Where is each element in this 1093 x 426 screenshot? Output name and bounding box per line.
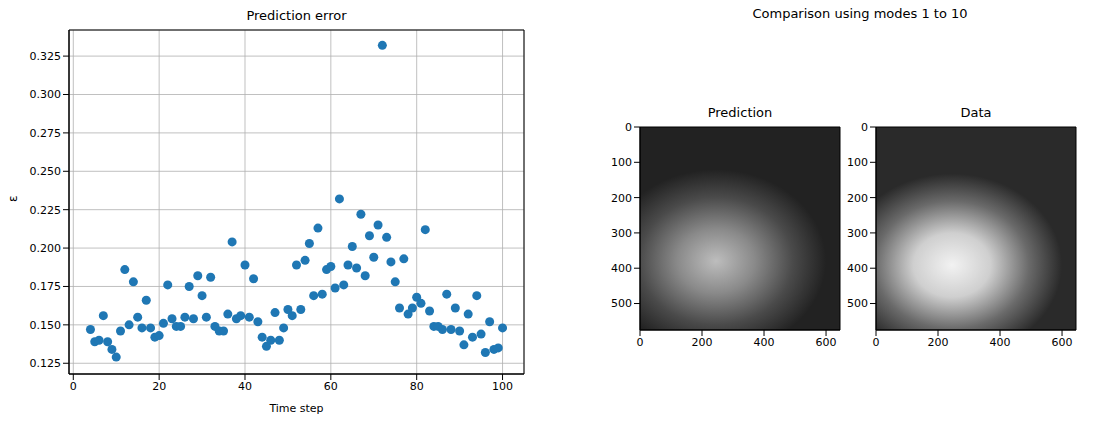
svg-text:400: 400 (990, 336, 1011, 349)
html-text:Data: Data (960, 105, 992, 120)
svg-text:100: 100 (847, 156, 868, 169)
svg-text:ε: ε (6, 196, 20, 203)
svg-text:0.275: 0.275 (30, 127, 62, 140)
svg-text:400: 400 (754, 336, 775, 349)
svg-text:0.175: 0.175 (30, 280, 62, 293)
html-text:Prediction: Prediction (707, 105, 773, 120)
svg-text:40: 40 (238, 380, 252, 393)
svg-text:500: 500 (611, 297, 632, 310)
svg-text:400: 400 (611, 262, 632, 275)
svg-text:0.325: 0.325 (30, 50, 62, 63)
html-text:Prediction error: Prediction error (246, 8, 347, 23)
svg-text:0: 0 (70, 380, 77, 393)
svg-text:300: 300 (611, 227, 632, 240)
svg-text:200: 200 (928, 336, 949, 349)
svg-text:Time step: Time step (268, 402, 323, 415)
svg-text:100: 100 (492, 380, 513, 393)
svg-text:200: 200 (611, 192, 632, 205)
svg-text:600: 600 (816, 336, 837, 349)
svg-text:500: 500 (847, 297, 868, 310)
svg-text:0.225: 0.225 (30, 204, 62, 217)
svg-text:0.125: 0.125 (30, 357, 62, 370)
svg-text:0.250: 0.250 (30, 165, 62, 178)
svg-text:60: 60 (324, 380, 338, 393)
svg-text:0.150: 0.150 (30, 319, 62, 332)
svg-text:20: 20 (152, 380, 166, 393)
svg-text:80: 80 (410, 380, 424, 393)
svg-text:200: 200 (847, 192, 868, 205)
html-text:Comparison using modes 1 to 10: Comparison using modes 1 to 10 (752, 6, 968, 21)
svg-text:0: 0 (861, 121, 868, 134)
svg-text:0.200: 0.200 (30, 242, 62, 255)
svg-text:0.300: 0.300 (30, 88, 62, 101)
svg-text:600: 600 (1052, 336, 1073, 349)
svg-text:0: 0 (625, 121, 632, 134)
svg-text:0: 0 (873, 336, 880, 349)
svg-text:400: 400 (847, 262, 868, 275)
svg-text:0: 0 (637, 336, 644, 349)
svg-text:300: 300 (847, 227, 868, 240)
svg-text:100: 100 (611, 156, 632, 169)
svg-text:200: 200 (692, 336, 713, 349)
